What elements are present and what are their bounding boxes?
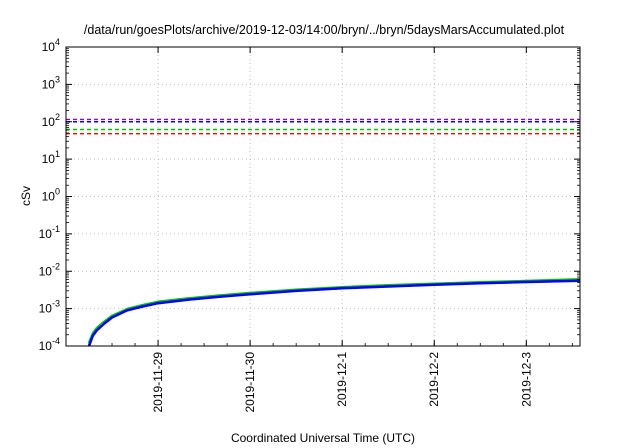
y-axis-label: cSv [19, 186, 33, 206]
x-tick-label: 2019-11-30 [243, 352, 257, 413]
y-tick-label: 10-2 [39, 261, 60, 278]
series-lines [87, 278, 581, 347]
reference-lines [66, 118, 580, 135]
chart-title: /data/run/goesPlots/archive/2019-12-03/1… [84, 23, 565, 37]
x-axis-label: Coordinated Universal Time (UTC) [231, 431, 415, 445]
x-tick-label: 2019-12-1 [335, 352, 349, 407]
grid [66, 47, 580, 346]
y-tick-label: 101 [42, 149, 60, 166]
y-tick-label: 104 [42, 37, 60, 54]
y-tick-label: 103 [42, 74, 60, 91]
y-axis-ticks: 10-4 10-3 10-2 10-1 100 101 102 103 104 [39, 37, 580, 353]
x-tick-label: 2019-11-29 [151, 352, 165, 413]
y-tick-label: 10-3 [39, 299, 60, 316]
x-axis-ticks: 2019-11-29 2019-11-30 2019-12-1 2019-12-2 20… [65, 47, 573, 413]
x-tick-label: 2019-12-2 [427, 352, 441, 407]
y-tick-label: 102 [42, 112, 60, 129]
y-tick-label: 10-1 [39, 224, 60, 241]
series-line [87, 279, 581, 347]
x-tick-label: 2019-12-3 [519, 352, 533, 407]
y-tick-label: 100 [42, 187, 60, 204]
y-tick-label: 10-4 [39, 336, 60, 353]
